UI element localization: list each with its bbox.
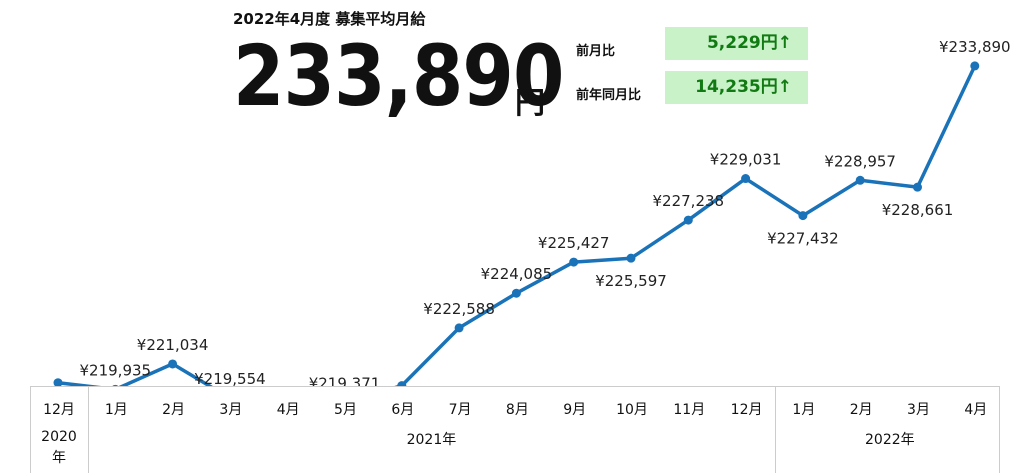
month-tick-label: 2月 [162,402,186,418]
data-label: ¥222,588 [423,300,495,318]
month-tick-label: 11月 [673,402,706,418]
data-point [454,323,464,333]
data-point [970,61,980,71]
month-tick-label: 2月 [849,402,873,418]
data-label: ¥225,597 [595,272,667,290]
month-tick-label: 12月 [43,402,75,418]
year-separator [775,387,776,473]
data-label: ¥219,371 [309,374,381,386]
data-point [397,381,407,386]
data-label: ¥228,661 [882,201,954,219]
month-tick-label: 1月 [792,402,816,418]
year-label: 2020 年 [41,429,77,466]
year-label: 2021年 [406,432,457,448]
yoy-label: 前年同月比 [576,88,642,103]
data-point [569,257,579,267]
chart-title: 2022年4月度 募集平均月給 [233,10,426,28]
data-label: ¥219,935 [80,361,152,379]
big-value-unit: 円 [515,86,545,121]
mom-badge: 5,229円↑ [665,27,808,60]
month-tick-label: 3月 [219,402,243,418]
yoy-badge: 14,235円↑ [665,71,808,104]
big-value: 233,890 [233,27,564,125]
data-label: ¥219,554 [194,370,266,386]
data-label: ¥221,034 [137,336,209,354]
data-point [511,288,521,298]
data-point [683,215,693,225]
data-point [168,359,178,369]
month-tick-label: 4月 [276,402,300,418]
data-label: ¥225,427 [538,234,610,252]
data-label: ¥233,890 [939,38,1011,56]
month-tick-label: 4月 [964,402,988,418]
month-tick-label: 12月 [730,402,763,418]
month-tick-label: 8月 [505,402,529,418]
year-label: 2022年 [865,432,915,448]
mom-label: 前月比 [576,44,616,59]
big-value-wrap: 233,890 [233,34,609,118]
month-tick-label: 6月 [391,402,415,418]
data-label: ¥224,085 [481,265,553,283]
month-tick-label: 10月 [616,402,648,418]
data-point [913,182,922,192]
line-chart: ¥220,225¥219,935¥221,034¥219,554¥219,655… [53,38,1011,386]
month-tick-label: 9月 [563,402,587,418]
data-label: ¥228,957 [824,152,896,170]
year-separator [88,387,89,473]
data-label: ¥227,238 [653,192,725,210]
data-label: ¥229,031 [710,151,782,169]
month-tick-label: 5月 [334,402,357,418]
data-point [626,253,636,263]
data-point [798,211,808,221]
data-label: ¥227,432 [767,230,839,248]
data-point [112,384,119,386]
month-tick-label: 7月 [448,402,472,418]
data-point [53,378,63,386]
month-tick-label: 3月 [907,402,930,418]
data-point [855,175,865,185]
data-point [741,174,751,184]
x-axis-table: 12月 1月 2月 3月 4月 5月 6月 7月 8月 9月 10月 11月 12月 1月 2月 3月 4月 20… [30,386,1000,473]
month-tick-label: 1月 [104,402,128,418]
